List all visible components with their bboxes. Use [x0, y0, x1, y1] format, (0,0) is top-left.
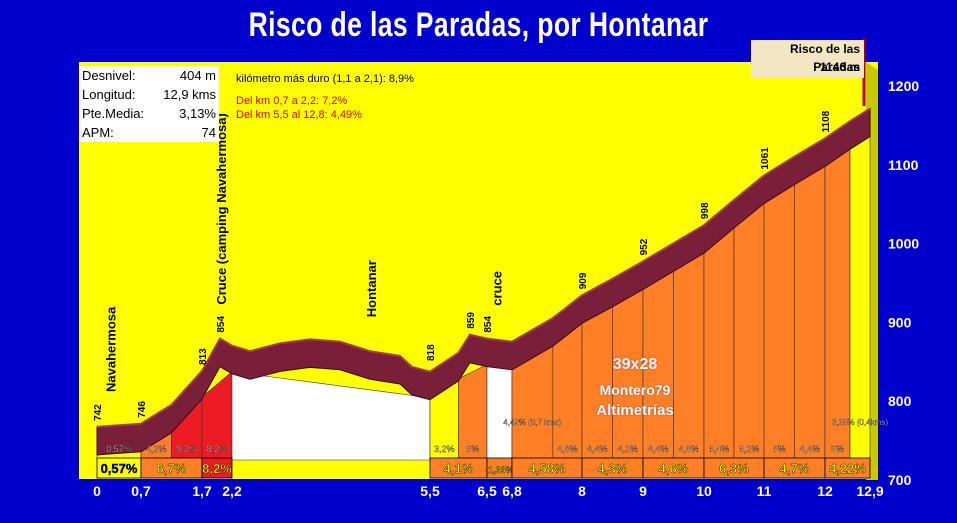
altitude-label: 1061	[760, 147, 771, 170]
x-tick-label: 8	[578, 483, 586, 499]
watermark-author: Montero79	[599, 382, 671, 398]
stat-value: 3,13%	[179, 106, 216, 121]
section-average-label: 4,58%	[529, 461, 566, 476]
stat-value: 12,9 kms	[163, 87, 216, 102]
segment-grade-label: 6,4%	[709, 444, 730, 454]
altitude-label: 859	[466, 312, 477, 329]
stat-row: APM: 74	[79, 123, 219, 142]
stat-row: Pte.Media: 3,13%	[79, 104, 219, 123]
profile-segment-bar	[794, 163, 826, 461]
section-note-1: Del km 0,7 a 2,2: 7,2%	[236, 95, 348, 107]
segment-grade-label: 4,2%	[146, 444, 167, 454]
hardest-km-note: kilómetro más duro (1,1 a 2,1): 8,9%	[236, 73, 414, 85]
watermark-size: 39x28	[612, 356, 658, 373]
segment-grade-label: 4,4%	[648, 444, 669, 454]
peak-name: Risco de las Paradas	[789, 42, 860, 74]
altitude-label: 854	[483, 316, 494, 333]
profile-segment-bar	[733, 200, 765, 461]
chart-title: Risco de las Paradas, por Hontanar	[248, 6, 709, 44]
segment-grade-label: 4,8%	[678, 444, 699, 454]
stat-row: Desnivel: 404 m	[79, 66, 219, 85]
stat-label: Desnivel:	[82, 68, 136, 83]
segment-grade-label: 0,57%	[106, 444, 132, 454]
profile-segment-bar	[703, 225, 735, 461]
section-average-label: 4,3%	[598, 461, 628, 476]
x-tick-label: 1,7	[192, 483, 212, 499]
stat-row: Longitud: 12,9 kms	[79, 85, 219, 104]
segment-grade-label: 9,2%	[176, 444, 197, 454]
segment-grade-label: 4,8%	[557, 444, 578, 454]
stat-label: Pte.Media:	[82, 106, 145, 121]
segment-grade-label: 8,2%	[207, 444, 228, 454]
place-label: cruce	[489, 271, 504, 306]
segment-grade-label: 4,4%	[587, 444, 608, 454]
y-tick-label: 1200	[888, 78, 919, 94]
x-tick-label: 10	[696, 483, 712, 499]
x-tick-label: 2,2	[222, 483, 242, 499]
segment-grade-label: 5%	[773, 444, 786, 454]
peak-altitude: 1146 m	[819, 60, 860, 74]
section-average-label: 8,2%	[202, 461, 232, 476]
altitude-label: 742	[93, 404, 104, 421]
y-tick-label: 1000	[888, 236, 919, 252]
section-average-label: 4,6%	[659, 461, 689, 476]
stat-label: Longitud:	[82, 87, 136, 102]
place-label: Hontanar	[364, 260, 379, 317]
place-label: Cruce (camping Navahermosa)	[214, 113, 229, 304]
x-tick-label: 9	[639, 483, 647, 499]
x-tick-label: 6,5	[477, 483, 497, 499]
peak-label-box: Risco de las Paradas 1146 m	[751, 40, 864, 78]
profile-segment-bar	[763, 182, 795, 461]
segment-grade-label: 5%	[466, 444, 479, 454]
altitude-label: 746	[137, 401, 148, 418]
x-tick-label: 0,7	[131, 483, 151, 499]
x-tick-label: 11	[757, 483, 772, 499]
section-average-label: -1,66%	[485, 465, 514, 475]
altitude-label: 952	[639, 238, 650, 255]
y-tick-label: 900	[888, 314, 912, 330]
altitude-label: 909	[578, 272, 589, 289]
section-average-label: 4,22%	[829, 461, 866, 476]
y-tick-label: 800	[888, 393, 912, 409]
section-average-bar	[201, 457, 233, 479]
notes-box: kilómetro más duro (1,1 a 2,1): 8,9% Del…	[236, 72, 414, 122]
altitude-label: 854	[216, 316, 227, 333]
x-tick-label: 12	[817, 483, 833, 499]
profile-segment-bar	[486, 364, 513, 461]
segment-grade-label: 6,2%	[739, 444, 760, 454]
profile-segment-bar	[824, 146, 851, 461]
segment-grade-label: 4,4%	[799, 444, 820, 454]
stat-value: 404 m	[179, 68, 216, 83]
segment-grade-label: 5%	[831, 444, 844, 454]
section-average-bar	[824, 457, 871, 479]
x-tick-label: 12,9	[856, 483, 883, 499]
section-average-label: 0,57%	[101, 461, 138, 476]
altitude-label: 818	[426, 344, 437, 361]
x-tick-label: 0	[93, 483, 101, 499]
y-tick-label: 700	[888, 472, 912, 488]
y-tick-label: 1100	[888, 157, 919, 173]
section-average-label: 6,3%	[719, 461, 749, 476]
segment-grade-label: 4,42% (0,7 kms)	[503, 418, 562, 427]
section-average-label: 4,1%	[444, 461, 474, 476]
section-average-label: 4,7%	[780, 461, 810, 476]
segment-grade-label: 4,2%	[617, 444, 638, 454]
stats-box: Desnivel: 404 m Longitud: 12,9 kms Pte.Med…	[79, 66, 219, 142]
stat-value: 74	[201, 125, 216, 140]
place-label: Navahermosa	[104, 306, 119, 392]
altitude-label: 813	[198, 348, 209, 365]
stat-label: APM:	[82, 125, 114, 140]
section-note-2: Del km 5,5 al 12,8: 4,49%	[236, 109, 362, 121]
profile-segment-bar	[849, 134, 871, 461]
altitude-label: 1108	[821, 110, 832, 132]
profile-crust-highlight	[96, 107, 871, 428]
x-tick-label: 6,8	[502, 483, 522, 499]
watermark-site: Altimetrías	[596, 402, 674, 419]
altitude-label: 998	[700, 202, 711, 219]
segment-grade-label: 3,25% (0,4kms)	[832, 418, 888, 427]
section-average-label: 6,7%	[157, 461, 187, 476]
x-tick-label: 5,5	[420, 483, 440, 499]
segment-grade-label: 3,2%	[434, 444, 455, 454]
